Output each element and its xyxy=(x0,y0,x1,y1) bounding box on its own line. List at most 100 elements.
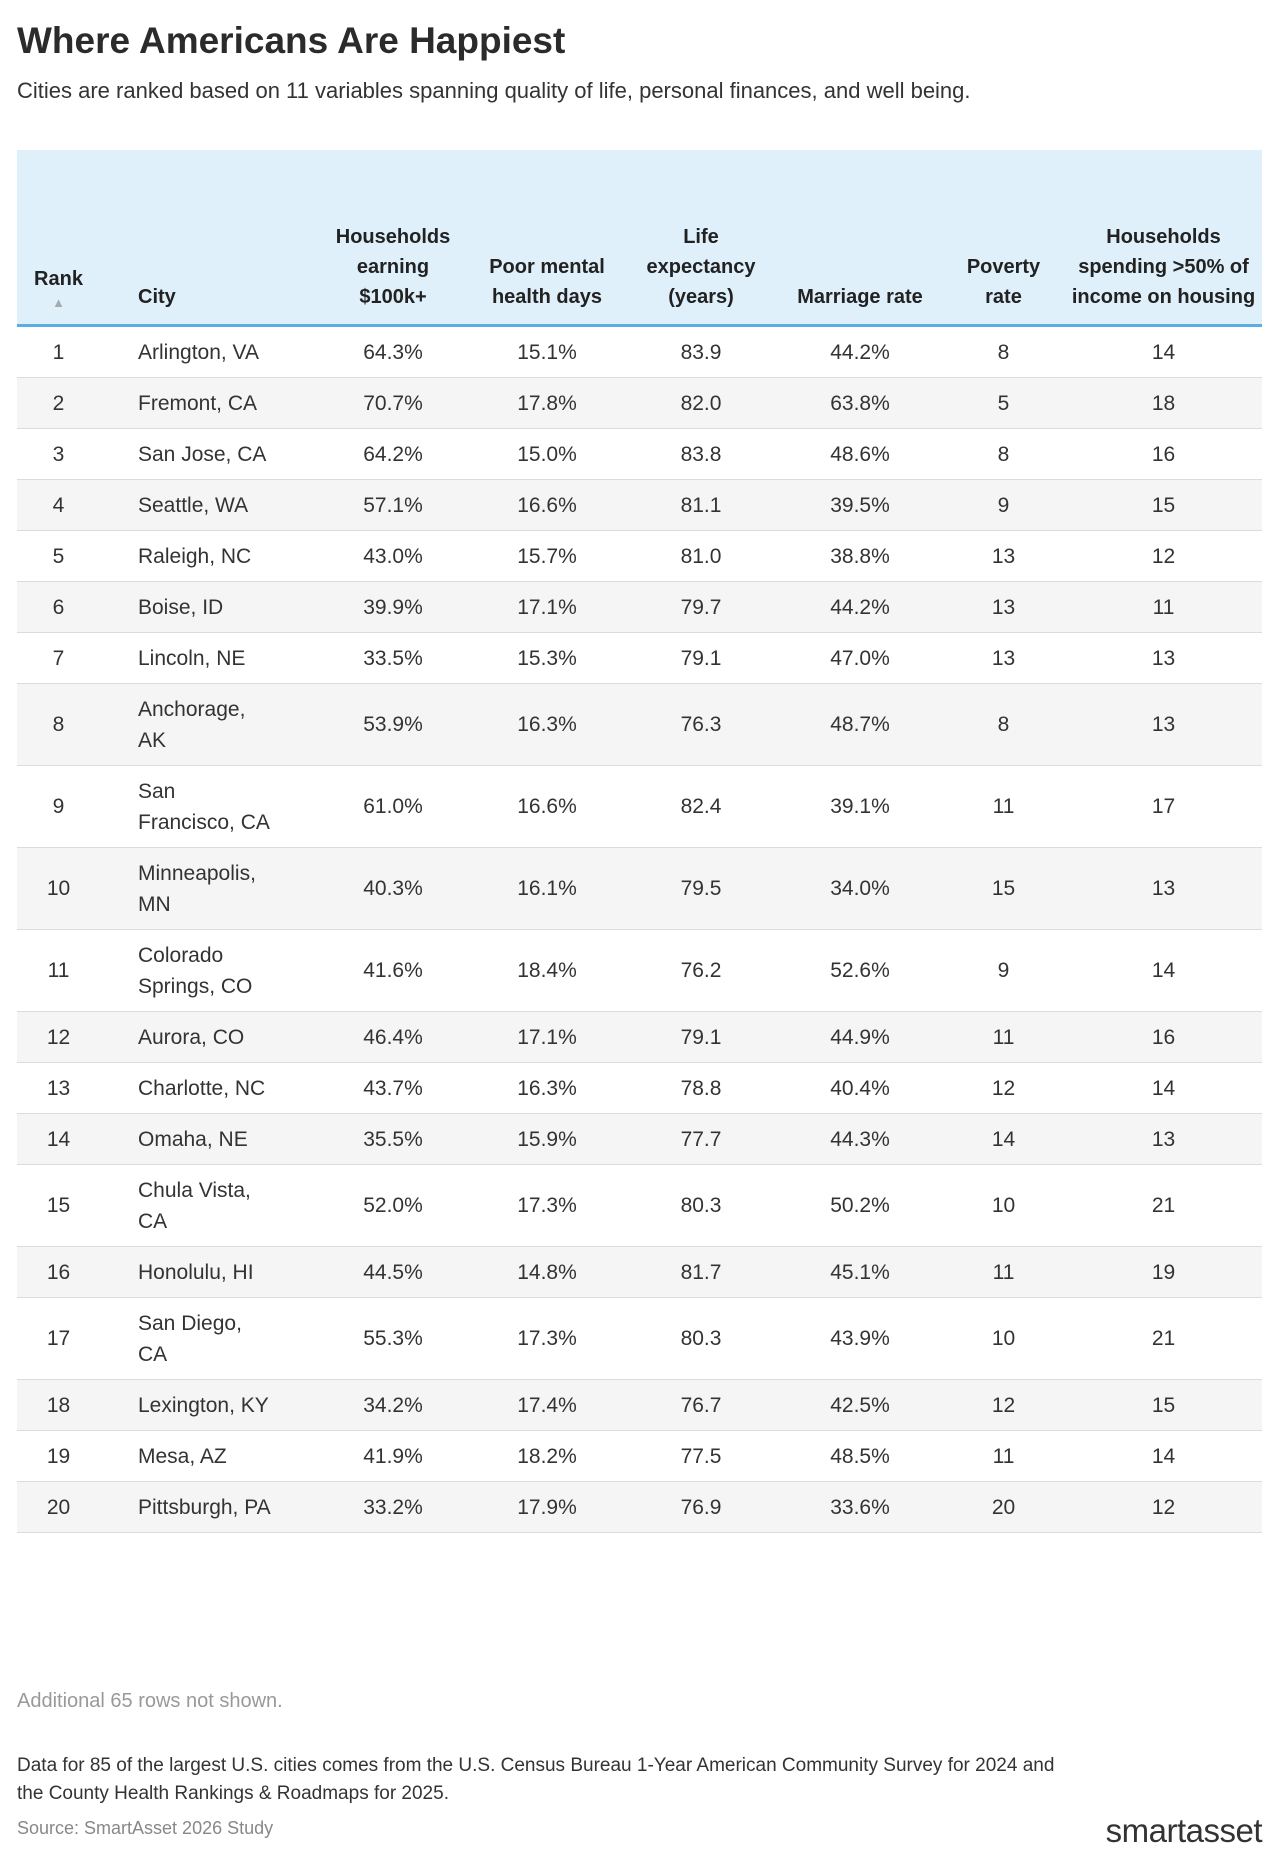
table-cell: 39.9% xyxy=(316,581,470,633)
table-cell: 40.3% xyxy=(316,847,470,930)
table-cell: Boise, ID xyxy=(100,581,316,633)
table-cell: 21 xyxy=(1065,1164,1262,1247)
table-cell: 44.5% xyxy=(316,1246,470,1298)
table-cell: 15.7% xyxy=(470,530,624,582)
table-body: 1 Arlington, VA 64.3% 15.1% 83.9 44.2% 8 14 2 Fre… xyxy=(17,325,1262,1533)
column-header-text: Poor mental health days xyxy=(489,256,605,308)
table-row: 9 San Francisco, CA 61.0% 16.6% 82.4 39.1% 11 1… xyxy=(17,765,1262,848)
table-cell: 79.1 xyxy=(624,632,778,684)
table-cell: 76.2 xyxy=(624,929,778,1012)
table-cell: 81.0 xyxy=(624,530,778,582)
table-row: 20 Pittsburgh, PA 33.2% 17.9% 76.9 33.6% 20 12 xyxy=(17,1481,1262,1533)
column-header-text: Households spending >50% of income on ho… xyxy=(1071,226,1256,308)
column-header: Households spending >50% of income on ho… xyxy=(1065,150,1262,327)
table-cell: 15 xyxy=(17,1164,100,1247)
table-cell: 2 xyxy=(17,377,100,429)
table-cell: 14 xyxy=(942,1113,1065,1165)
table-cell: 44.3% xyxy=(778,1113,942,1165)
table-cell: 16 xyxy=(1065,1011,1262,1063)
subtitle: Cities are ranked based on 11 variables … xyxy=(17,78,971,103)
table-cell: 48.5% xyxy=(778,1430,942,1482)
table-cell: 10 xyxy=(17,847,100,930)
table-cell: 50.2% xyxy=(778,1164,942,1247)
table-cell: 17.9% xyxy=(470,1481,624,1533)
table-cell: Chula Vista, CA xyxy=(100,1164,316,1247)
table-cell: 44.2% xyxy=(778,325,942,378)
table-cell: Seattle, WA xyxy=(100,479,316,531)
table-cell: 33.2% xyxy=(316,1481,470,1533)
header-row: Rank ▲ City Households earning $100k+ Poor m… xyxy=(17,150,1262,327)
table-cell: 39.5% xyxy=(778,479,942,531)
table-cell: 18 xyxy=(17,1379,100,1431)
more-rows-note: Additional 65 rows not shown. xyxy=(17,1690,283,1712)
column-header-text: Marriage rate xyxy=(797,286,923,308)
table-cell: 12 xyxy=(942,1379,1065,1431)
table-cell: 64.2% xyxy=(316,428,470,480)
table-cell: 11 xyxy=(942,765,1065,848)
table-cell: 14 xyxy=(1065,1062,1262,1114)
table-cell: Fremont, CA xyxy=(100,377,316,429)
table-cell: 11 xyxy=(942,1430,1065,1482)
table-cell: 77.7 xyxy=(624,1113,778,1165)
table-row: 1 Arlington, VA 64.3% 15.1% 83.9 44.2% 8 14 xyxy=(17,325,1262,378)
table-cell: 11 xyxy=(942,1011,1065,1063)
data-table: Rank ▲ City Households earning $100k+ Poor m… xyxy=(17,150,1262,1533)
table-cell: 19 xyxy=(17,1430,100,1482)
table-row: 11 Colorado Springs, CO 41.6% 18.4% 76.2 52.6… xyxy=(17,929,1262,1012)
table-cell: 14 xyxy=(1065,325,1262,378)
source: Source: SmartAsset 2026 Study xyxy=(17,1818,274,1838)
table-row: 3 San Jose, CA 64.2% 15.0% 83.8 48.6% 8 16 xyxy=(17,428,1262,480)
table-cell: 82.0 xyxy=(624,377,778,429)
table-cell: 3 xyxy=(17,428,100,480)
table-cell: 79.7 xyxy=(624,581,778,633)
table-cell: 83.8 xyxy=(624,428,778,480)
table-cell: 33.5% xyxy=(316,632,470,684)
table-cell: 13 xyxy=(942,530,1065,582)
table-cell: 57.1% xyxy=(316,479,470,531)
table-cell: 17 xyxy=(17,1297,100,1380)
table-cell: 11 xyxy=(1065,581,1262,633)
table-cell: 55.3% xyxy=(316,1297,470,1380)
table-cell: 40.4% xyxy=(778,1062,942,1114)
table-cell: 34.2% xyxy=(316,1379,470,1431)
table-row: 10 Minneapolis, MN 40.3% 16.1% 79.5 34.0% 15 13 xyxy=(17,847,1262,930)
table-cell: 45.1% xyxy=(778,1246,942,1298)
logo: smartasset xyxy=(1105,1812,1263,1849)
table-cell: 81.1 xyxy=(624,479,778,531)
table-cell: San Francisco, CA xyxy=(100,765,316,848)
table-cell: 79.1 xyxy=(624,1011,778,1063)
table-cell: 16.3% xyxy=(470,683,624,766)
column-header-text: City xyxy=(138,286,176,308)
table-cell: 8 xyxy=(942,683,1065,766)
table-cell: 38.8% xyxy=(778,530,942,582)
table-cell: 16.1% xyxy=(470,847,624,930)
table-cell: 6 xyxy=(17,581,100,633)
table-cell: Lexington, KY xyxy=(100,1379,316,1431)
table-cell: 13 xyxy=(1065,683,1262,766)
table-cell: 19 xyxy=(1065,1246,1262,1298)
table-cell: 64.3% xyxy=(316,325,470,378)
column-header: Life expectancy (years) xyxy=(624,150,778,327)
table-cell: 8 xyxy=(942,325,1065,378)
table-cell: 5 xyxy=(17,530,100,582)
table-cell: 18.2% xyxy=(470,1430,624,1482)
table-cell: Colorado Springs, CO xyxy=(100,929,316,1012)
column-header-text: Rank xyxy=(34,268,83,290)
column-header: Marriage rate xyxy=(778,150,942,327)
table-cell: Aurora, CO xyxy=(100,1011,316,1063)
table-cell: 17.1% xyxy=(470,1011,624,1063)
table-row: 8 Anchorage, AK 53.9% 16.3% 76.3 48.7% 8 13 xyxy=(17,683,1262,766)
table-cell: 16 xyxy=(17,1246,100,1298)
table-cell: 53.9% xyxy=(316,683,470,766)
table-cell: 18.4% xyxy=(470,929,624,1012)
column-header[interactable]: Rank ▲ xyxy=(17,150,100,327)
table-cell: 17.4% xyxy=(470,1379,624,1431)
table-cell: 48.7% xyxy=(778,683,942,766)
table-cell: San Jose, CA xyxy=(100,428,316,480)
table-cell: 76.7 xyxy=(624,1379,778,1431)
column-header: City xyxy=(100,150,316,327)
table-cell: 11 xyxy=(17,929,100,1012)
table-cell: 13 xyxy=(1065,632,1262,684)
table-cell: 9 xyxy=(942,929,1065,1012)
